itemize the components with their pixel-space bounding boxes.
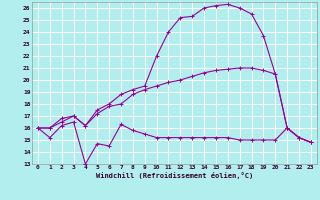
- X-axis label: Windchill (Refroidissement éolien,°C): Windchill (Refroidissement éolien,°C): [96, 172, 253, 179]
